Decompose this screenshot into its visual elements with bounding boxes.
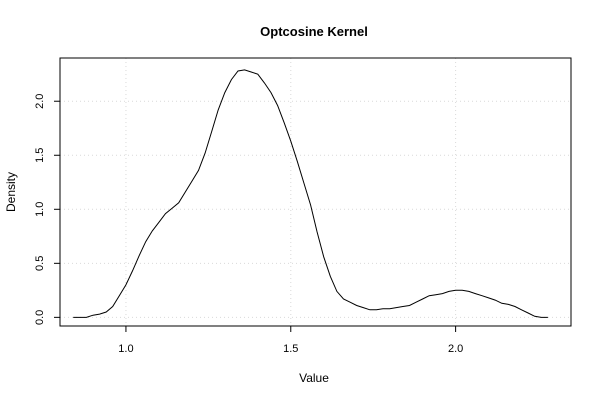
y-tick-label: 0.5 [34,256,46,271]
chart-title: Optcosine Kernel [260,24,368,39]
y-tick-label: 0.0 [34,310,46,325]
plot-area-frame [59,57,572,327]
axes: 1.0 1.5 2.0 0.0 0.5 1.0 1.5 2.0 [34,94,463,355]
x-tick-label: 1.5 [283,343,298,355]
y-tick-label: 2.0 [34,94,46,109]
x-tick-label: 2.0 [448,343,463,355]
y-tick-label: 1.0 [34,202,46,217]
x-axis-label: Value [299,371,329,385]
x-tick-label: 1.0 [118,343,133,355]
density-curve [73,69,548,318]
y-tick-label: 1.5 [34,148,46,163]
y-axis-label: Density [4,172,18,212]
grid-lines [60,58,571,326]
